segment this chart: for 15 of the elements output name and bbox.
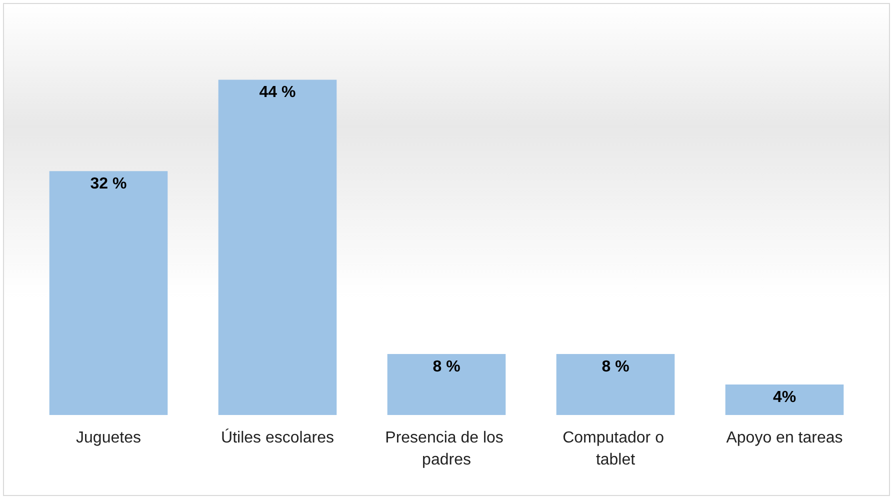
data-label: 4% xyxy=(772,389,796,406)
x-tick-label: Apoyo en tareas xyxy=(726,430,843,446)
bar xyxy=(556,354,675,415)
bar xyxy=(49,171,168,415)
data-label: 32 % xyxy=(90,176,127,193)
data-label: 44 % xyxy=(259,84,296,102)
x-tick-label: Computador o tablet xyxy=(562,430,668,468)
x-tick-label: Útiles escolares xyxy=(221,428,334,446)
data-label: 8 % xyxy=(602,358,630,376)
x-tick-label: Juguetes xyxy=(76,430,141,446)
x-tick-label: Presencia de los padres xyxy=(385,430,508,468)
bar xyxy=(725,384,844,415)
data-label: 8 % xyxy=(432,358,460,376)
bar xyxy=(218,80,337,415)
bar xyxy=(387,354,506,415)
